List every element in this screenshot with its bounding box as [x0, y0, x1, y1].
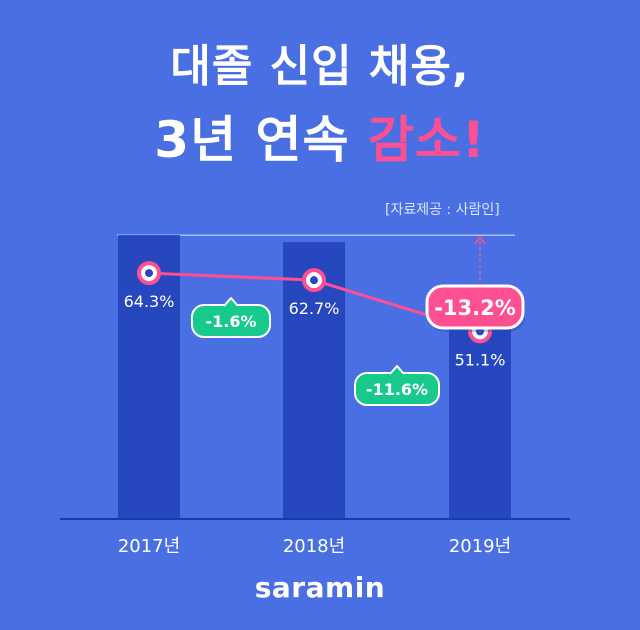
category-label-0: 2017년 — [118, 536, 180, 557]
total-change-label: -13.2% — [434, 296, 516, 320]
change-badge-notch-1 — [389, 365, 405, 375]
value-label-0: 64.3% — [124, 292, 175, 311]
title-line-1: 대졸 신입 채용, — [170, 41, 470, 92]
source-note: [자료제공 : 사람인] — [385, 202, 500, 218]
title-line-2: 3년 연속 감소! — [0, 100, 640, 172]
change-badge-notch-cover-1 — [391, 374, 403, 377]
category-label-2: 2019년 — [449, 536, 511, 557]
value-label-1: 62.7% — [289, 299, 340, 318]
change-badge-label-1: -11.6% — [366, 380, 428, 399]
change-badge-notch-cover-0 — [225, 306, 237, 309]
title-line-2-prefix: 3년 연속 — [154, 111, 368, 169]
change-arrow-head-up — [474, 235, 486, 245]
change-badge-label-0: -1.6% — [205, 312, 256, 331]
saramin-logo: saramin — [254, 571, 386, 604]
category-label-1: 2018년 — [283, 536, 345, 557]
total-change-badge — [425, 284, 525, 330]
change-badge-notch-0 — [223, 297, 239, 307]
value-label-2: 51.1% — [455, 350, 506, 369]
title-highlight: 감소! — [367, 111, 486, 169]
data-point-center-1 — [310, 276, 318, 285]
data-point-center-0 — [145, 269, 153, 278]
